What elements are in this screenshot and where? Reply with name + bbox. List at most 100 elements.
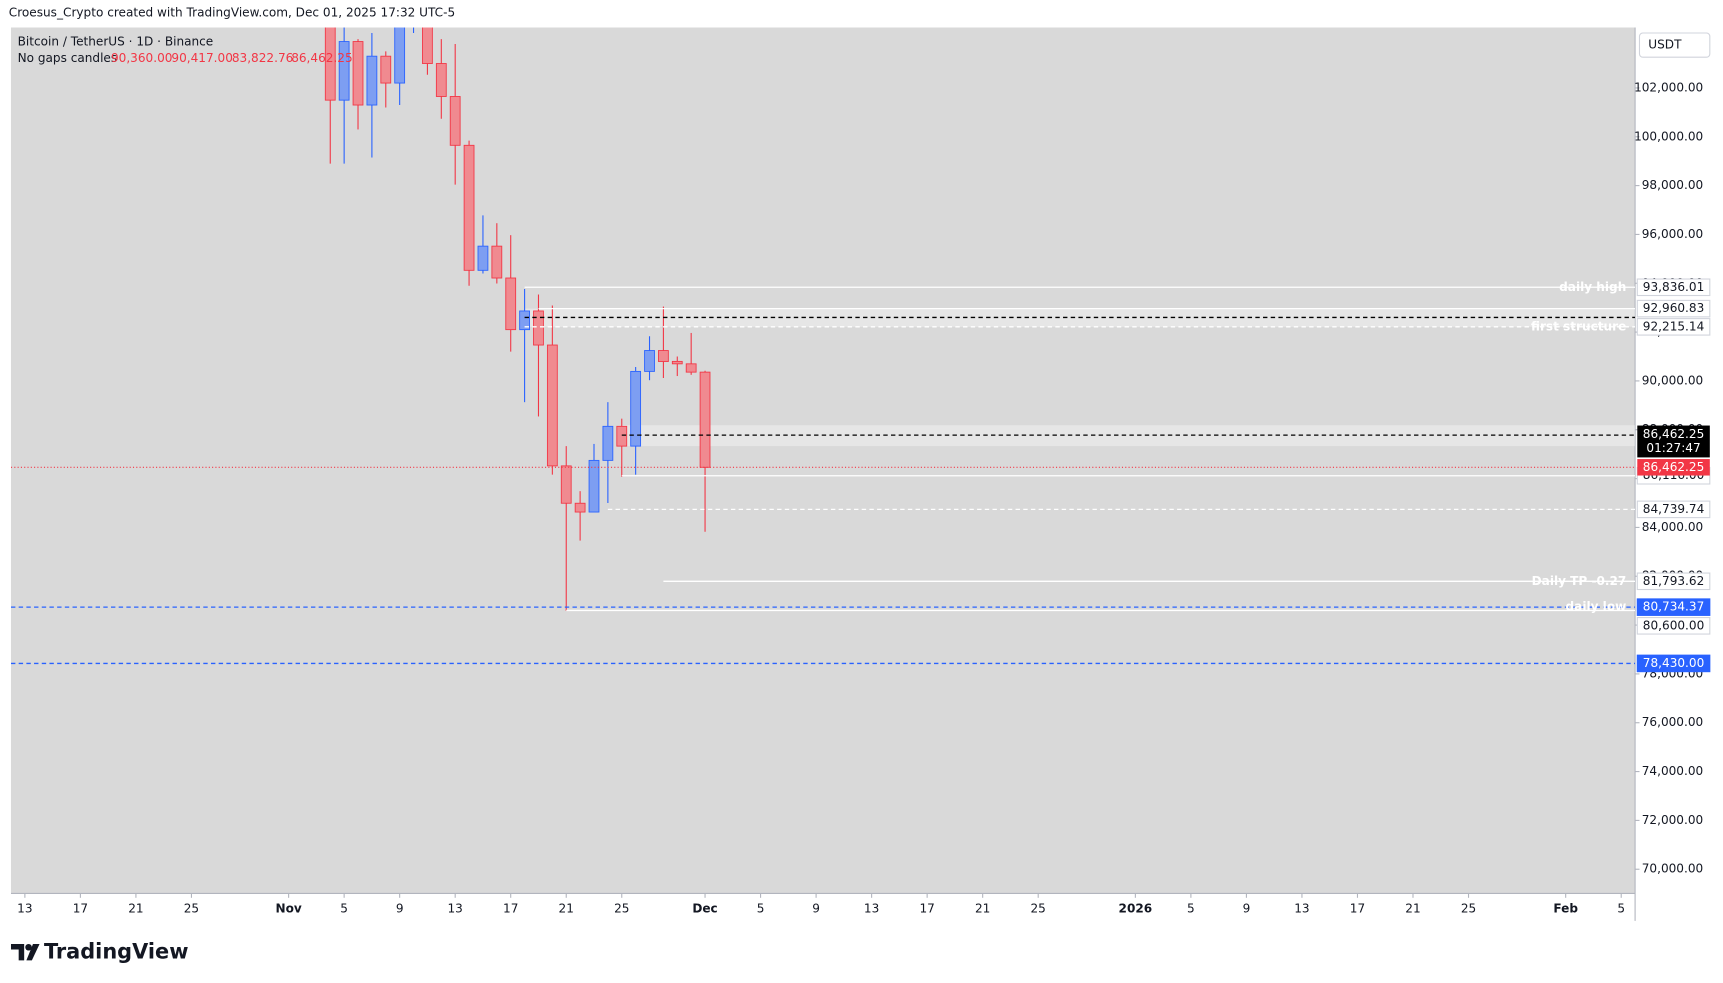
- legend-low: 83,822.76: [232, 51, 293, 65]
- current-price-box: [1637, 459, 1710, 476]
- x-tick-label: 25: [1031, 901, 1046, 915]
- y-tick-label: 84,000.00: [1642, 520, 1703, 534]
- level-price-label: 92,960.83: [1643, 301, 1704, 315]
- x-tick-label: 17: [503, 901, 518, 915]
- x-tick-label: 21: [128, 901, 143, 915]
- y-tick-label: 72,000.00: [1642, 813, 1703, 827]
- level-price-box: [1636, 598, 1711, 616]
- x-tick-label: 25: [184, 901, 199, 915]
- level-text: daily low: [1566, 600, 1627, 614]
- legend-open: 90,360.00: [111, 51, 172, 65]
- x-tick-label: 5: [1617, 901, 1625, 915]
- level-price-label: 78,430.00: [1643, 656, 1704, 670]
- candle-body: [463, 144, 475, 271]
- candle-body: [477, 245, 489, 271]
- plot-background: [10, 27, 1636, 894]
- level-text: first structure: [1531, 319, 1626, 333]
- y-tick-label: 70,000.00: [1642, 862, 1703, 876]
- credit: Croesus_Crypto created with TradingView.…: [9, 6, 455, 20]
- current-price-label: 86,462.25: [1643, 460, 1704, 474]
- candle-body: [685, 363, 697, 373]
- candle-body: [699, 371, 711, 468]
- candle-body: [422, 27, 433, 64]
- candle-body: [560, 465, 572, 504]
- time-axis: [10, 893, 1636, 921]
- chart-title: Bitcoin / TetherUS · 1D · Binance: [18, 34, 214, 48]
- x-tick-label: 21: [1405, 901, 1420, 915]
- candle-body: [380, 55, 392, 84]
- x-tick-label: 5: [340, 901, 348, 915]
- x-tick-label: 25: [614, 901, 629, 915]
- x-tick-label: 25: [1461, 901, 1476, 915]
- level-price-box: [1636, 572, 1711, 591]
- level-price-box: [1636, 500, 1711, 519]
- level-price-label: 93,836.01: [1643, 280, 1704, 294]
- candle-body: [338, 41, 350, 101]
- countdown: 01:27:47: [1646, 441, 1700, 455]
- candle-body: [644, 350, 655, 372]
- level-price-label: 80,734.37: [1643, 600, 1704, 614]
- candle-body: [394, 27, 406, 84]
- candle-body: [616, 425, 628, 447]
- level-price-box: [1636, 318, 1711, 336]
- x-tick-label: Nov: [275, 901, 301, 915]
- countdown-price: 86,462.25: [1643, 427, 1704, 441]
- y-tick-label: 74,000.00: [1642, 764, 1703, 778]
- x-tick-label: 9: [1243, 901, 1251, 915]
- candle-body: [546, 344, 558, 467]
- candle-body: [533, 310, 544, 346]
- x-tick-label: 9: [396, 901, 404, 915]
- y-tick-label: 96,000.00: [1642, 227, 1703, 241]
- subtitle: No gaps candles: [18, 51, 118, 65]
- candle-body: [366, 55, 378, 106]
- x-tick-label: 2026: [1119, 901, 1153, 915]
- level-price-box: [1636, 617, 1711, 635]
- level-price-box: [1636, 278, 1711, 297]
- level-price-label: 80,600.00: [1643, 618, 1704, 632]
- currency[interactable]: USDT: [1648, 38, 1682, 52]
- y-tick-label: 100,000.00: [1634, 129, 1703, 143]
- plot: daily high first structure Daily TP -0.27 d…: [10, 27, 1636, 665]
- x-tick-label: 17: [919, 901, 934, 915]
- brand: TradingView: [44, 940, 189, 964]
- x-tick-label: 17: [73, 901, 88, 915]
- x-tick-label: 17: [1350, 901, 1365, 915]
- level-price-box: [1636, 654, 1711, 673]
- currency-button[interactable]: [1638, 32, 1711, 58]
- candle-body: [602, 425, 614, 461]
- x-tick-label: 21: [975, 901, 990, 915]
- x-tick-label: 5: [1187, 901, 1195, 915]
- candle-body: [449, 96, 461, 146]
- level-text: Daily TP -0.27: [1532, 574, 1627, 588]
- legend-close: 86,462.25: [291, 51, 352, 65]
- axes: 70,000.0072,000.0074,000.0076,000.0078,0…: [17, 80, 1711, 915]
- legend-high: 90,417.00: [171, 51, 232, 65]
- candle-body: [505, 277, 517, 331]
- y-tick-label: 90,000.00: [1642, 373, 1703, 387]
- x-tick-label: 5: [757, 901, 765, 915]
- x-tick-label: 21: [559, 901, 574, 915]
- zone: [621, 425, 1636, 447]
- candle-body: [324, 27, 336, 101]
- countdown-box: [1637, 425, 1710, 458]
- candle-body: [519, 310, 530, 331]
- candle-body: [671, 360, 683, 365]
- candle-body: [630, 370, 642, 447]
- y-tick-label: 102,000.00: [1634, 80, 1703, 94]
- level-text: daily high: [1559, 280, 1626, 294]
- brand-logo: [10, 943, 40, 961]
- candle-body: [588, 459, 600, 513]
- level-price-label: 84,739.74: [1643, 502, 1704, 516]
- x-tick-label: 13: [864, 901, 879, 915]
- x-tick-label: 9: [812, 901, 820, 915]
- level-price-box: [1636, 299, 1711, 318]
- candle-body: [491, 245, 503, 279]
- x-tick-label: 13: [17, 901, 32, 915]
- candle-body: [658, 350, 669, 362]
- x-tick-label: Dec: [692, 901, 717, 915]
- y-tick-label: 76,000.00: [1642, 715, 1703, 729]
- x-tick-label: 13: [1294, 901, 1309, 915]
- candle-body: [435, 63, 447, 97]
